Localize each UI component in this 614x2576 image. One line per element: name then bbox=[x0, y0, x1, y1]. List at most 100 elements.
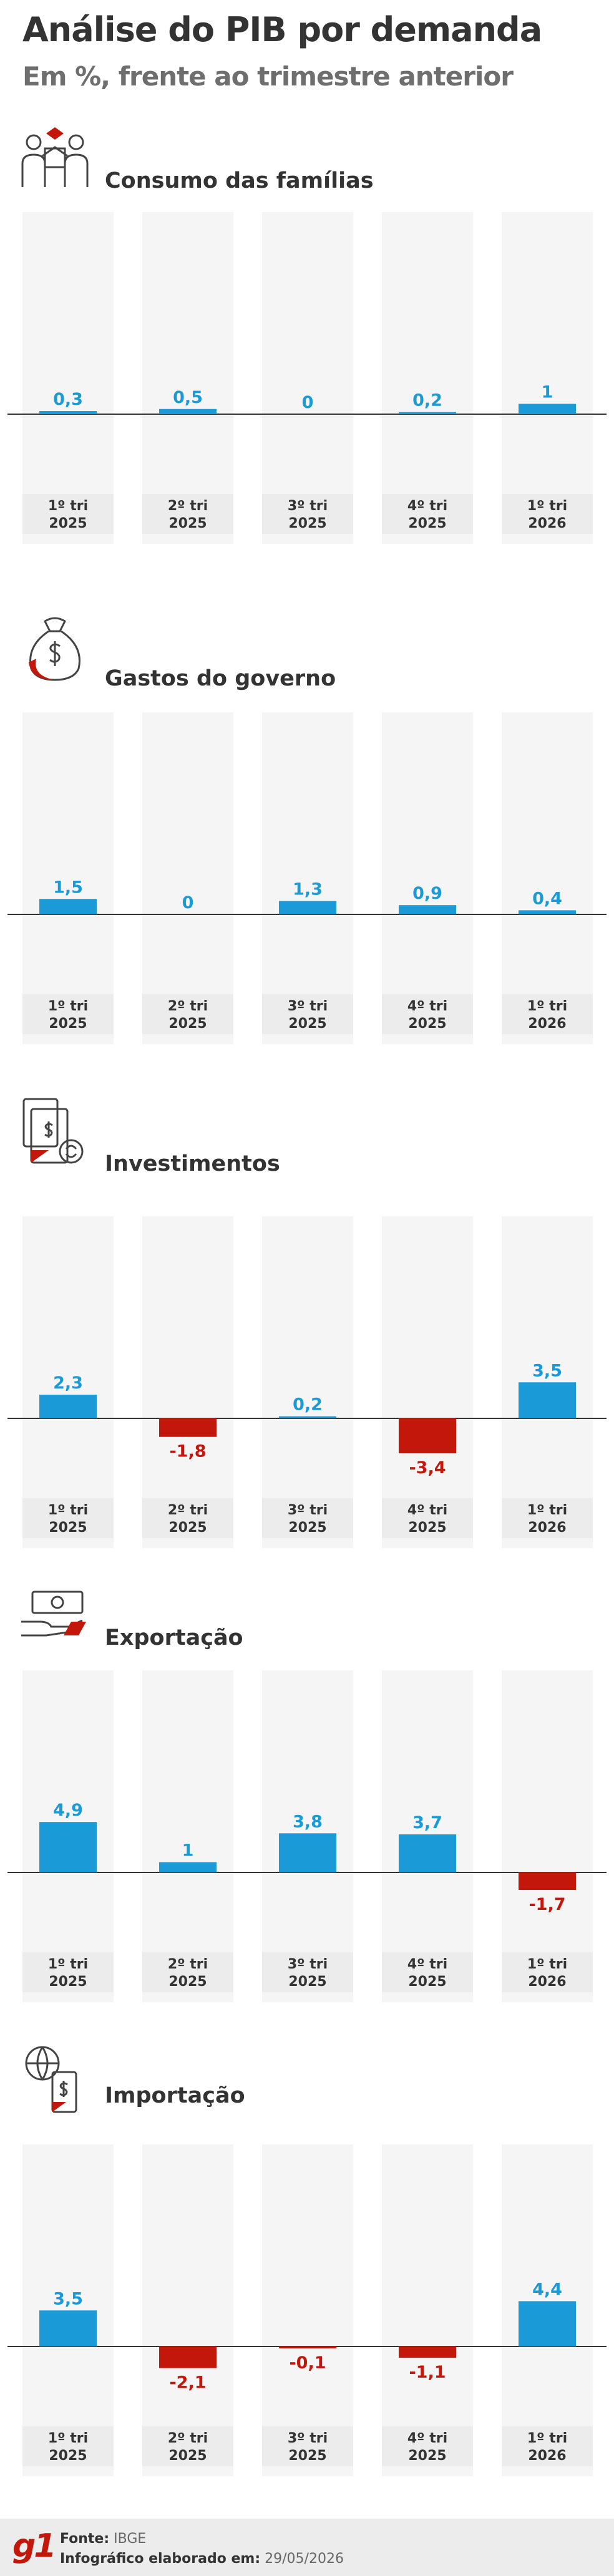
date-line: Infográfico elaborado em: 29/05/2026 bbox=[60, 2551, 344, 2567]
source-label: Fonte: bbox=[60, 2531, 110, 2547]
bar bbox=[279, 2346, 336, 2348]
category-label: 3º tri bbox=[288, 2431, 328, 2446]
bar bbox=[39, 411, 97, 414]
bar bbox=[399, 905, 456, 914]
category-label: 2025 bbox=[408, 1016, 446, 1032]
category-label-background bbox=[22, 494, 114, 534]
category-label-background bbox=[382, 494, 473, 534]
chart-importacao: 3,5 1º tri 2025 -2,1 2º tri 2025 -0,1 3º tri 202… bbox=[7, 2144, 607, 2476]
value-label: 1 bbox=[542, 383, 553, 402]
category-label-background bbox=[262, 494, 353, 534]
category-label-background bbox=[142, 994, 233, 1034]
category-label: 2026 bbox=[528, 2448, 566, 2464]
bar bbox=[399, 1418, 456, 1454]
category-label: 1º tri bbox=[527, 498, 567, 514]
page-subtitle: Em %, frente ao trimestre anterior bbox=[22, 61, 514, 92]
chart-exportacao: 4,9 1º tri 2025 1 2º tri 2025 3,8 3º tri 2025 3,7… bbox=[7, 1670, 607, 2002]
bar bbox=[399, 2346, 456, 2358]
category-label: 2025 bbox=[49, 1016, 87, 1032]
column-background bbox=[142, 212, 233, 544]
bar bbox=[159, 1418, 217, 1437]
category-label: 4º tri bbox=[407, 1957, 447, 1972]
value-label: 3,5 bbox=[532, 1361, 562, 1380]
value-label: 4,4 bbox=[532, 2280, 562, 2299]
value-label: 0,5 bbox=[173, 388, 203, 407]
value-label: 1,5 bbox=[53, 878, 83, 897]
category-label: 2º tri bbox=[168, 2431, 208, 2446]
bar bbox=[279, 901, 336, 914]
column-background bbox=[382, 1216, 473, 1548]
column-background bbox=[142, 712, 233, 1044]
category-label: 2026 bbox=[528, 1520, 566, 1536]
column-background bbox=[382, 712, 473, 1044]
category-label-background bbox=[502, 2426, 593, 2466]
category-label: 1º tri bbox=[48, 999, 88, 1014]
family-consumption-icon bbox=[21, 127, 89, 187]
chart-consumo: 0,3 1º tri 2025 0,5 2º tri 2025 0 3º tri 2025 0,2… bbox=[7, 212, 607, 544]
category-label: 4º tri bbox=[407, 1503, 447, 1518]
import-icon bbox=[25, 2046, 77, 2113]
category-label: 2º tri bbox=[168, 1957, 208, 1972]
money-bag-icon bbox=[29, 617, 80, 681]
category-label-background bbox=[262, 994, 353, 1034]
category-label: 2025 bbox=[168, 516, 207, 531]
category-label: 4º tri bbox=[407, 999, 447, 1014]
category-label-background bbox=[142, 1498, 233, 1538]
column-background bbox=[262, 1216, 353, 1548]
category-label-background bbox=[382, 2426, 473, 2466]
column-background bbox=[142, 2144, 233, 2476]
category-label: 2025 bbox=[288, 1520, 326, 1536]
category-label: 1º tri bbox=[48, 2431, 88, 2446]
value-label: 1,3 bbox=[293, 880, 323, 899]
category-label: 3º tri bbox=[288, 1503, 328, 1518]
section-title-governo: Gastos do governo bbox=[105, 666, 336, 691]
category-label: 2025 bbox=[408, 516, 446, 531]
category-label: 3º tri bbox=[288, 1957, 328, 1972]
category-label-background bbox=[382, 1952, 473, 1992]
value-label: 0,2 bbox=[412, 391, 442, 410]
category-label-background bbox=[262, 1952, 353, 1992]
column-background bbox=[22, 212, 114, 544]
column-background bbox=[502, 212, 593, 544]
date-label: Infográfico elaborado em: bbox=[60, 2551, 261, 2567]
category-label: 2025 bbox=[168, 2448, 207, 2464]
column-background bbox=[262, 2144, 353, 2476]
bar bbox=[519, 1382, 576, 1418]
bar bbox=[279, 1416, 336, 1418]
category-label: 2º tri bbox=[168, 498, 208, 514]
category-label: 2025 bbox=[288, 1016, 326, 1032]
value-label: 1 bbox=[182, 1841, 194, 1861]
category-label: 2025 bbox=[168, 1974, 207, 1990]
category-label: 2025 bbox=[49, 1520, 87, 1536]
category-label-background bbox=[502, 994, 593, 1034]
value-label: 0 bbox=[302, 393, 314, 412]
category-label: 1º tri bbox=[48, 1503, 88, 1518]
category-label: 2026 bbox=[528, 1974, 566, 1990]
column-background bbox=[142, 1670, 233, 2002]
bar bbox=[159, 1862, 217, 1872]
bar bbox=[39, 1395, 97, 1418]
footer: g1 Fonte: IBGE Infográfico elaborado em:… bbox=[0, 2519, 614, 2576]
bar bbox=[519, 2301, 576, 2346]
category-label-background bbox=[262, 1498, 353, 1538]
column-background bbox=[142, 1216, 233, 1548]
bar bbox=[519, 910, 576, 914]
value-label: -1,8 bbox=[169, 1442, 206, 1461]
section-title-importacao: Importação bbox=[105, 2083, 245, 2108]
column-background bbox=[502, 1670, 593, 2002]
category-label: 2025 bbox=[168, 1520, 207, 1536]
category-label: 1º tri bbox=[527, 1503, 567, 1518]
category-label-background bbox=[262, 2426, 353, 2466]
chart-governo: 1,5 1º tri 2025 0 2º tri 2025 1,3 3º tri 2025 0,9… bbox=[7, 712, 607, 1044]
value-label: -2,1 bbox=[169, 2373, 206, 2393]
category-label: 1º tri bbox=[48, 1957, 88, 1972]
value-label: 0,4 bbox=[532, 889, 562, 908]
category-label: 2025 bbox=[49, 1974, 87, 1990]
column-background bbox=[262, 212, 353, 544]
category-label: 2025 bbox=[408, 1974, 446, 1990]
value-label: 2,3 bbox=[53, 1373, 83, 1393]
source-value: IBGE bbox=[114, 2531, 147, 2547]
column-background bbox=[22, 2144, 114, 2476]
category-label-background bbox=[382, 1498, 473, 1538]
category-label-background bbox=[502, 1498, 593, 1538]
